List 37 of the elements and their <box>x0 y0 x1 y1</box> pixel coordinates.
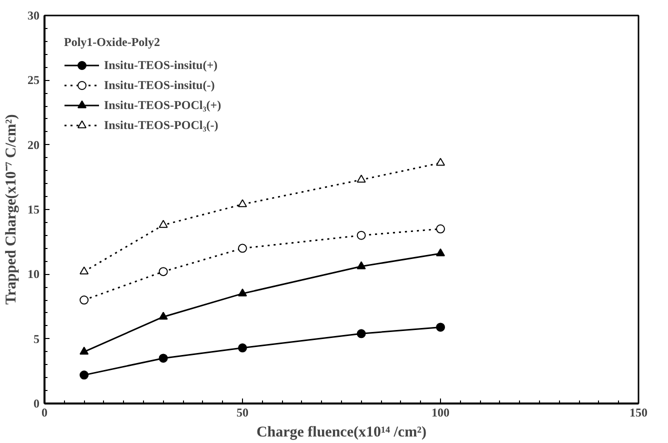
y-tick-label: 0 <box>34 396 40 410</box>
point <box>80 370 89 380</box>
y-tick-label: 5 <box>34 332 40 346</box>
legend-label: Insitu-TEOS-insitu(-) <box>104 78 215 92</box>
point <box>356 174 366 183</box>
point <box>356 230 366 240</box>
point <box>356 261 366 270</box>
point <box>436 224 445 234</box>
x-tick-label: 50 <box>236 406 248 420</box>
y-tick-label: 10 <box>28 267 40 282</box>
legend-title: Poly1-Oxide-Poly2 <box>64 35 161 50</box>
point <box>436 248 445 256</box>
y-tick-label: 20 <box>28 138 40 152</box>
point <box>80 266 89 274</box>
point <box>238 288 247 296</box>
point <box>436 158 445 166</box>
point <box>158 312 168 320</box>
x-tick-label: 150 <box>630 406 648 420</box>
point <box>158 220 168 228</box>
point <box>80 296 89 305</box>
point <box>158 354 168 363</box>
y-tick-label: 30 <box>28 8 40 22</box>
point <box>356 329 366 338</box>
y-tick-label: 25 <box>28 73 40 88</box>
point <box>80 346 89 355</box>
legend-label: Insitu-TEOS-POCl₃(-) <box>104 118 218 132</box>
point <box>238 244 247 253</box>
y-axis-title: Trapped Charge(x10⁻⁷ C/cm²) <box>4 114 20 305</box>
x-axis-title: Charge fluence(x10¹⁴ /cm²) <box>256 424 427 440</box>
x-tick-label: 100 <box>432 406 450 420</box>
point <box>238 343 247 352</box>
y-tick-label: 15 <box>28 202 40 216</box>
point <box>158 267 168 276</box>
legend-label: Insitu-TEOS-POCl₃(+) <box>104 98 222 112</box>
point <box>238 199 247 208</box>
point <box>436 322 445 332</box>
legend-label: Insitu-TEOS-insitu(+) <box>104 58 218 72</box>
